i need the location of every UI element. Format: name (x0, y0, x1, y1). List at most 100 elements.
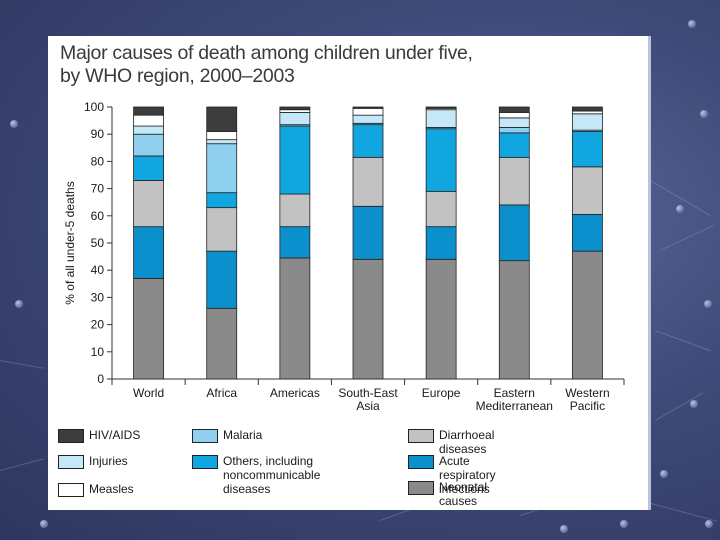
y-tick-label: 80 (91, 154, 105, 168)
bar-segment-hiv-aids (425, 106, 457, 109)
y-tick-label: 0 (97, 372, 104, 386)
legend-swatch (192, 455, 218, 469)
bar-segment-injuries (206, 139, 238, 145)
legend-item: Acute respiratory infections (408, 454, 496, 496)
bar-segment-measles (206, 131, 238, 141)
bar-segment-hiv-aids (572, 106, 603, 112)
legend-item: Others, including noncommunicable diseas… (192, 454, 320, 496)
bar-segment-others-including-noncommunicable-diseases (498, 132, 530, 158)
bar-segment-injuries (498, 117, 530, 128)
legend-swatch (58, 429, 84, 443)
y-tick-label: 70 (91, 182, 105, 196)
background-dot (40, 520, 48, 528)
bar-segment-injuries (425, 109, 457, 128)
x-tick-label: Eastern Mediterranean (476, 386, 553, 413)
x-tick-label: World (133, 386, 164, 400)
legend-item: Measles (58, 482, 134, 497)
bar-segment-others-including-noncommunicable-diseases (279, 125, 311, 195)
background-line (654, 330, 712, 352)
legend-swatch (408, 429, 434, 443)
y-tick-label: 100 (84, 100, 104, 114)
legend-label: Measles (89, 482, 134, 496)
y-tick-label: 30 (91, 290, 105, 304)
background-dot (700, 110, 708, 118)
bar-segment-neonatal-causes (279, 257, 311, 380)
legend-item: HIV/AIDS (58, 428, 140, 443)
y-tick-label: 20 (91, 318, 105, 332)
bar-segment-malaria (133, 133, 164, 157)
background-dot (620, 520, 628, 528)
bar-segment-injuries (279, 112, 311, 126)
legend-swatch (192, 429, 218, 443)
legend-label: Acute respiratory infections (439, 454, 496, 496)
legend-item: Injuries (58, 454, 128, 469)
legend-label: Injuries (89, 454, 128, 468)
background-dot (688, 20, 696, 28)
legend-swatch (408, 481, 434, 495)
y-tick-label: 10 (91, 345, 105, 359)
bar-segment-acute-respiratory-infections (133, 226, 164, 279)
bar-segment-acute-respiratory-infections (352, 205, 384, 260)
bar-segment-others-including-noncommunicable-diseases (425, 128, 457, 192)
bar-segment-diarrhoeal-diseases (572, 166, 603, 215)
background-dot (10, 120, 18, 128)
bar-segment-acute-respiratory-infections (279, 226, 311, 259)
bar-segment-malaria (498, 127, 530, 134)
legend-label: HIV/AIDS (89, 428, 141, 442)
y-axis-title: % of all under-5 deaths (63, 181, 77, 304)
bar-segment-hiv-aids (352, 106, 384, 109)
legend-label: Others, including noncommunicable diseas… (223, 454, 321, 496)
bar-segment-hiv-aids (133, 106, 164, 116)
bar-segment-acute-respiratory-infections (498, 204, 530, 262)
bar-segment-neonatal-causes (498, 260, 530, 380)
background-line (0, 458, 44, 471)
bar-segment-diarrhoeal-diseases (498, 156, 530, 206)
background-dot (690, 400, 698, 408)
y-tick-label: 50 (91, 236, 105, 250)
background-line (0, 360, 45, 369)
background-line (660, 224, 715, 251)
legend-label: Diarrhoeal diseases (439, 428, 495, 456)
bar-segment-others-including-noncommunicable-diseases (572, 131, 603, 168)
bar-segment-measles (279, 109, 311, 113)
x-tick-label: Americas (270, 386, 320, 400)
bar-segment-measles (498, 112, 530, 119)
bar-segment-hiv-aids (279, 106, 311, 111)
bar-segment-measles (352, 107, 384, 116)
background-dot (705, 520, 713, 528)
x-tick-label: South-East Asia (338, 386, 398, 413)
bar-segment-injuries (133, 125, 164, 135)
legend-item: Malaria (192, 428, 262, 443)
y-tick-label: 90 (91, 127, 105, 141)
bar-segment-acute-respiratory-infections (572, 214, 603, 252)
bar-segment-injuries (352, 114, 384, 124)
bar-segment-others-including-noncommunicable-diseases (133, 155, 164, 181)
legend-item: Neonatal causes (408, 480, 487, 508)
bar-segment-acute-respiratory-infections (425, 226, 457, 260)
y-tick-label: 40 (91, 263, 105, 277)
background-line (639, 500, 718, 522)
chart-card: Major causes of death among children und… (48, 36, 651, 510)
legend-item: Diarrhoeal diseases (408, 428, 494, 456)
legend-swatch (408, 455, 434, 469)
bar-segment-malaria (206, 143, 238, 194)
x-tick-label: Europe (422, 386, 461, 400)
bar-segment-neonatal-causes (572, 250, 603, 380)
background-dot (660, 470, 668, 478)
legend-swatch (58, 483, 84, 497)
background-dot (676, 205, 684, 213)
background-dot (15, 300, 23, 308)
bar-segment-acute-respiratory-infections (206, 250, 238, 309)
bar-segment-neonatal-causes (425, 258, 457, 380)
bar-segment-measles (572, 110, 603, 115)
bar-segment-hiv-aids (206, 106, 238, 132)
y-tick-label: 60 (91, 209, 105, 223)
bar-segment-diarrhoeal-diseases (133, 180, 164, 228)
bar-segment-neonatal-causes (352, 258, 384, 380)
chart-title: Major causes of death among children und… (60, 42, 473, 87)
bar-segment-diarrhoeal-diseases (279, 193, 311, 228)
bar-segment-neonatal-causes (206, 307, 238, 380)
background-dot (560, 525, 568, 533)
bar-segment-injuries (572, 113, 603, 131)
legend-label: Neonatal causes (439, 480, 488, 508)
